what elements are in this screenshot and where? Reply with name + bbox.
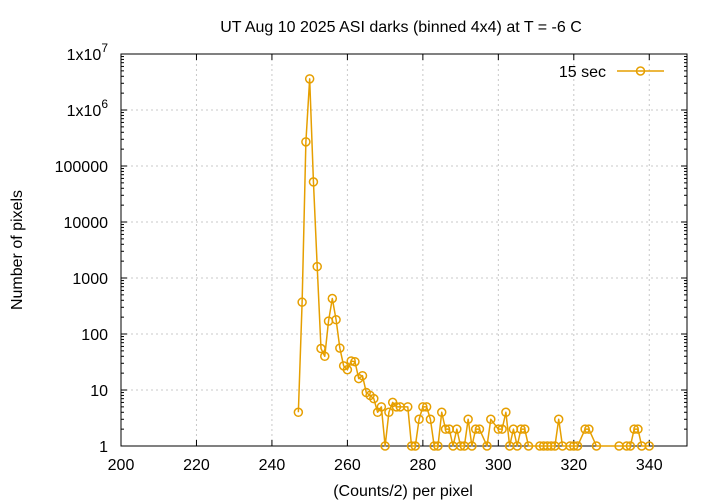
data-point <box>433 441 443 451</box>
y-tick-label: 100 <box>81 327 108 344</box>
data-point <box>572 441 583 451</box>
data-point <box>342 364 353 375</box>
data-point <box>425 414 436 425</box>
data-point <box>304 74 315 84</box>
data-point <box>380 441 390 451</box>
legend-label-15-sec: 15 sec <box>559 64 606 81</box>
data-point <box>629 424 639 434</box>
x-tick-label: 220 <box>183 457 210 474</box>
data-point <box>429 441 439 451</box>
data-point <box>501 407 511 418</box>
series-line <box>297 78 650 447</box>
data-point <box>406 441 417 451</box>
data-point <box>523 441 534 451</box>
data-point <box>591 441 602 451</box>
x-tick-label: 240 <box>259 457 286 474</box>
legend: 15 sec <box>559 64 664 81</box>
data-point <box>493 424 504 434</box>
x-axis-ticks: 200 220 240 260 280 300 320 340 <box>108 54 663 474</box>
data-point <box>467 441 477 451</box>
legend-marker <box>635 66 646 76</box>
data-point <box>520 424 530 434</box>
data-point <box>633 424 643 434</box>
data-point <box>421 402 432 412</box>
data-point <box>497 424 507 434</box>
y-axis-label: Number of pixels <box>9 190 26 310</box>
data-point <box>312 261 322 272</box>
y-tick-label: 10 <box>90 383 108 400</box>
data-point <box>414 414 424 425</box>
data-point <box>584 424 594 434</box>
data-point <box>546 441 556 451</box>
y-tick-label: 100000 <box>55 159 108 176</box>
data-point <box>410 441 421 451</box>
data-point <box>320 351 330 362</box>
data-point <box>569 441 579 451</box>
data-point <box>440 424 451 434</box>
chart-title: UT Aug 10 2025 ASI darks (binned 4x4) at… <box>220 19 582 36</box>
data-point <box>474 424 485 434</box>
data-point <box>621 441 632 451</box>
data-point <box>455 441 466 451</box>
data-point <box>384 407 394 418</box>
y-tick-label: 1x106 <box>67 97 109 120</box>
y-tick-label: 10000 <box>64 215 109 232</box>
x-tick-label: 200 <box>108 457 135 474</box>
data-point <box>486 414 496 425</box>
data-point <box>644 441 655 451</box>
data-point <box>301 137 311 147</box>
data-point <box>418 402 428 412</box>
data-point <box>308 177 319 187</box>
data-point <box>331 314 341 325</box>
y-tick-label: 1x107 <box>67 41 109 64</box>
plot-border <box>120 53 688 447</box>
data-point <box>293 407 304 418</box>
data-point <box>376 402 387 412</box>
data-point <box>350 356 360 367</box>
data-point <box>403 402 413 412</box>
data-point <box>297 297 307 307</box>
data-point <box>346 356 356 366</box>
data-point <box>516 424 526 434</box>
data-point <box>553 414 564 425</box>
data-point <box>512 441 522 451</box>
data-point <box>452 424 462 434</box>
data-point <box>369 393 379 404</box>
y-tick-label: 1000 <box>72 271 108 288</box>
series-layer <box>293 74 655 451</box>
data-point <box>316 343 326 354</box>
data-point <box>470 424 481 434</box>
data-point <box>625 441 636 451</box>
data-point <box>482 441 492 451</box>
y-axis-ticks: 1 10 100 1000 10000 100000 1x106 1x107 <box>55 41 687 456</box>
x-tick-label: 280 <box>410 457 437 474</box>
data-point <box>391 402 402 412</box>
plot-frame <box>120 53 688 447</box>
data-point <box>335 343 345 353</box>
x-tick-label: 320 <box>560 457 587 474</box>
data-point <box>436 407 447 418</box>
grid-lines <box>121 54 687 446</box>
data-point <box>580 424 590 434</box>
data-point <box>357 370 368 381</box>
x-tick-label: 340 <box>636 457 663 474</box>
x-tick-label: 300 <box>485 457 512 474</box>
data-point <box>327 293 338 304</box>
data-point <box>463 414 473 425</box>
x-axis-label: (Counts/2) per pixel <box>333 483 473 500</box>
y-tick-label: 1 <box>99 439 108 456</box>
x-tick-label: 260 <box>334 457 361 474</box>
